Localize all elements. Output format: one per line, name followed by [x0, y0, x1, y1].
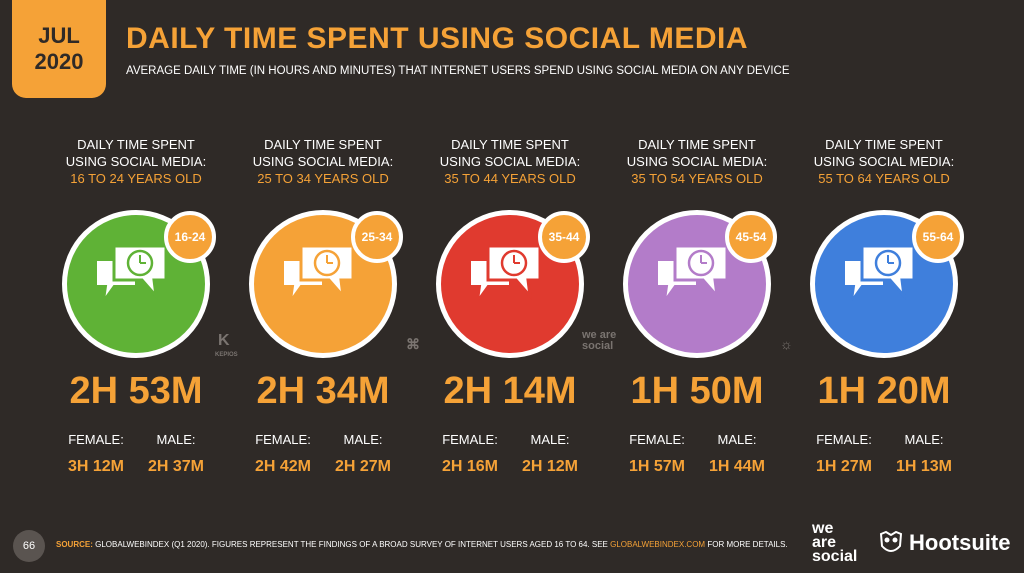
male-label: MALE:	[156, 432, 196, 447]
source-label: SOURCE:	[56, 540, 93, 549]
chat-clock-icon	[843, 244, 916, 301]
group-heading2: USING SOCIAL MEDIA:	[65, 154, 207, 169]
female-label: FEMALE:	[629, 432, 685, 447]
source-note: SOURCE: GLOBALWEBINDEX (Q1 2020). FIGURE…	[56, 540, 788, 549]
female-label: FEMALE:	[68, 432, 124, 447]
group-heading: DAILY TIME SPENT USING SOCIAL MEDIA: 35 TO…	[420, 136, 600, 187]
group-heading1: DAILY TIME SPENT	[825, 137, 943, 152]
group-heading1: DAILY TIME SPENT	[264, 137, 382, 152]
group-heading2: USING SOCIAL MEDIA:	[439, 154, 581, 169]
page-subtitle: AVERAGE DAILY TIME (IN HOURS AND MINUTES…	[126, 65, 790, 77]
date-year: 2020	[34, 49, 84, 74]
group-heading3: 55 TO 64 YEARS OLD	[818, 171, 950, 186]
source-text: GLOBALWEBINDEX (Q1 2020). FIGURES REPRES…	[95, 540, 608, 549]
female-label: FEMALE:	[255, 432, 311, 447]
chat-clock-icon	[656, 244, 729, 301]
male-label: MALE:	[343, 432, 383, 447]
page-title: DAILY TIME SPENT USING SOCIAL MEDIA	[126, 22, 749, 55]
age-badge: 35-44	[538, 211, 590, 263]
age-badge: 45-54	[725, 211, 777, 263]
group-heading3: 25 TO 34 YEARS OLD	[257, 171, 389, 186]
was-watermark: we are social	[582, 329, 617, 352]
group-heading2: USING SOCIAL MEDIA:	[813, 154, 955, 169]
group-heading: DAILY TIME SPENT USING SOCIAL MEDIA: 25 TO…	[233, 136, 413, 187]
age-badge: 25-34	[351, 211, 403, 263]
female-time-value: 1H 27M	[815, 458, 873, 475]
male-time-value: 1H 44M	[708, 458, 766, 475]
total-time-value: 2H 53M	[69, 370, 203, 412]
total-time-value: 2H 34M	[256, 370, 390, 412]
kepios-logo-icon: K	[218, 332, 230, 349]
age-badge: 16-24	[164, 211, 216, 263]
female-label: FEMALE:	[816, 432, 872, 447]
male-time-value: 2H 27M	[334, 458, 392, 475]
group-heading2: USING SOCIAL MEDIA:	[252, 154, 394, 169]
date-badge: JUL 2020	[12, 0, 106, 98]
group-heading1: DAILY TIME SPENT	[77, 137, 195, 152]
chat-clock-icon	[95, 244, 168, 301]
group-heading3: 35 TO 54 YEARS OLD	[631, 171, 763, 186]
hootsuite-logo: Hootsuite	[878, 530, 1010, 556]
source-link[interactable]: GLOBALWEBINDEX.COM	[610, 540, 706, 549]
group-heading1: DAILY TIME SPENT	[638, 137, 756, 152]
group-heading: DAILY TIME SPENT USING SOCIAL MEDIA: 35 TO…	[607, 136, 787, 187]
chat-clock-icon	[469, 244, 542, 301]
total-time-value: 1H 20M	[817, 370, 951, 412]
logo-word-1: we	[812, 520, 834, 537]
total-time-value: 1H 50M	[630, 370, 764, 412]
total-time-value: 2H 14M	[443, 370, 577, 412]
female-time-value: 1H 57M	[628, 458, 686, 475]
hootsuite-wordmark: Hootsuite	[909, 530, 1011, 555]
group-heading3: 16 TO 24 YEARS OLD	[70, 171, 202, 186]
female-label: FEMALE:	[442, 432, 498, 447]
group-heading2: USING SOCIAL MEDIA:	[626, 154, 768, 169]
page-number: 66	[13, 530, 45, 562]
owl-watermark-icon: ⌘	[406, 336, 420, 352]
owl-icon	[879, 530, 903, 552]
male-label: MALE:	[530, 432, 570, 447]
age-badge: 55-64	[912, 211, 964, 263]
male-label: MALE:	[904, 432, 944, 447]
chat-clock-icon	[282, 244, 355, 301]
group-heading3: 35 TO 44 YEARS OLD	[444, 171, 576, 186]
date-month: JUL	[38, 23, 80, 48]
female-time-value: 2H 16M	[441, 458, 499, 475]
male-time-value: 2H 37M	[147, 458, 205, 475]
source-end: FOR MORE DETAILS.	[707, 540, 788, 549]
male-time-value: 2H 12M	[521, 458, 579, 475]
kepios-watermark: KEPIOS	[215, 352, 238, 358]
female-time-value: 2H 42M	[254, 458, 312, 475]
we-are-social-logo: we are social	[812, 520, 858, 565]
logo-word-3: social	[812, 548, 858, 565]
logo-word-2: are	[812, 534, 837, 551]
male-time-value: 1H 13M	[895, 458, 953, 475]
group-heading1: DAILY TIME SPENT	[451, 137, 569, 152]
group-heading: DAILY TIME SPENT USING SOCIAL MEDIA: 16 TO…	[46, 136, 226, 187]
lightbulb-watermark-icon: ☼	[780, 336, 793, 352]
male-label: MALE:	[717, 432, 757, 447]
female-time-value: 3H 12M	[67, 458, 125, 475]
group-heading: DAILY TIME SPENT USING SOCIAL MEDIA: 55 TO…	[794, 136, 974, 187]
